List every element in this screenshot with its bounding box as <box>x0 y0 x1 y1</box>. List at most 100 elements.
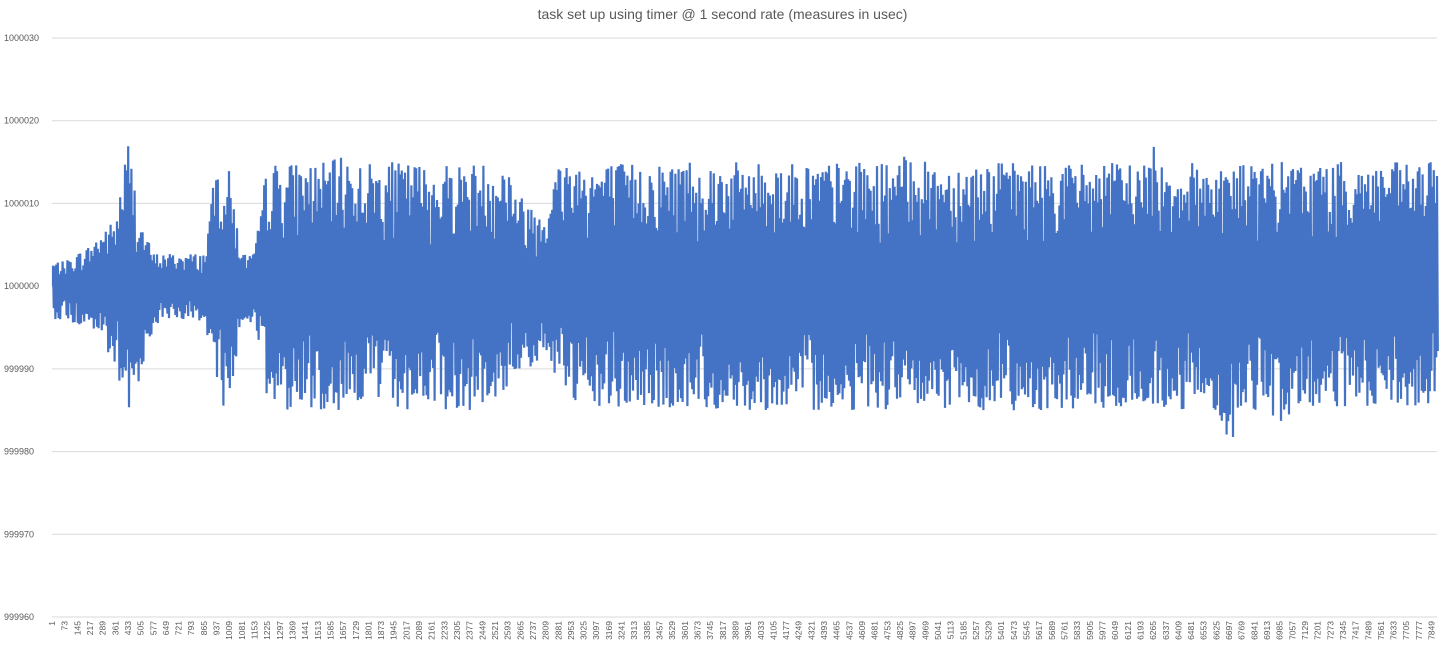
x-tick-label: 73 <box>60 621 70 631</box>
x-tick-label: 865 <box>199 621 209 635</box>
x-tick-label: 4681 <box>870 621 880 640</box>
x-tick-label: 1369 <box>287 621 297 640</box>
x-tick-label: 7057 <box>1287 621 1297 640</box>
x-tick-label: 1441 <box>300 621 310 640</box>
x-tick-label: 6337 <box>1161 621 1171 640</box>
x-tick-label: 4609 <box>857 621 867 640</box>
x-tick-label: 3313 <box>629 621 639 640</box>
x-tick-label: 7129 <box>1300 621 1310 640</box>
x-tick-label: 5113 <box>946 621 956 640</box>
series-layer <box>51 146 1439 438</box>
x-tick-label: 4249 <box>794 621 804 640</box>
x-tick-label: 1585 <box>325 621 335 640</box>
x-tick-label: 721 <box>174 621 184 635</box>
x-tick-label: 1153 <box>250 621 260 640</box>
x-tick-label: 6985 <box>1275 621 1285 640</box>
x-tick-label: 5833 <box>1072 621 1082 640</box>
x-tick-label: 7273 <box>1325 621 1335 640</box>
x-tick-label: 3817 <box>718 621 728 640</box>
x-tick-label: 6769 <box>1237 621 1247 640</box>
x-tick-label: 1 <box>47 621 57 626</box>
x-tick-label: 7489 <box>1363 621 1373 640</box>
x-tick-label: 1873 <box>376 621 386 640</box>
x-tick-label: 5545 <box>1022 621 1032 640</box>
x-tick-label: 2737 <box>528 621 538 640</box>
x-tick-label: 3097 <box>591 621 601 640</box>
x-tick-label: 3601 <box>680 621 690 640</box>
x-tick-label: 3745 <box>705 621 715 640</box>
x-tick-label: 5905 <box>1085 621 1095 640</box>
x-tick-label: 5689 <box>1047 621 1057 640</box>
y-tick-label: 999990 <box>4 364 34 374</box>
x-tick-label: 2809 <box>541 621 551 640</box>
x-tick-label: 5185 <box>958 621 968 640</box>
x-tick-label: 4177 <box>781 621 791 640</box>
x-tick-label: 7849 <box>1427 621 1437 640</box>
x-tick-label: 1657 <box>338 621 348 640</box>
y-tick-label: 999980 <box>4 447 34 457</box>
x-tick-label: 1225 <box>262 621 272 640</box>
x-tick-label: 1945 <box>389 621 399 640</box>
x-tick-label: 5329 <box>984 621 994 640</box>
x-tick-label: 6409 <box>1173 621 1183 640</box>
y-tick-label: 999970 <box>4 529 34 539</box>
x-tick-label: 7633 <box>1389 621 1399 640</box>
x-tick-label: 4897 <box>908 621 918 640</box>
x-tick-label: 3529 <box>667 621 677 640</box>
x-tick-label: 2593 <box>503 621 513 640</box>
x-tick-label: 361 <box>110 621 120 635</box>
x-tick-label: 793 <box>186 621 196 635</box>
x-tick-label: 2305 <box>452 621 462 640</box>
x-tick-label: 3673 <box>692 621 702 640</box>
x-tick-label: 7345 <box>1338 621 1348 640</box>
x-tick-label: 7561 <box>1376 621 1386 640</box>
x-tick-label: 5617 <box>1034 621 1044 640</box>
x-tick-label: 2665 <box>515 621 525 640</box>
x-tick-label: 5977 <box>1097 621 1107 640</box>
x-tick-label: 4393 <box>819 621 829 640</box>
x-tick-label: 145 <box>72 621 82 635</box>
x-tick-label: 6481 <box>1186 621 1196 640</box>
x-tick-label: 433 <box>123 621 133 635</box>
x-tick-label: 4465 <box>832 621 842 640</box>
x-tick-label: 6121 <box>1123 621 1133 640</box>
x-tick-label: 1081 <box>237 621 247 640</box>
x-tick-label: 3457 <box>655 621 665 640</box>
x-tick-label: 4753 <box>882 621 892 640</box>
x-tick-label: 1297 <box>275 621 285 640</box>
x-tick-label: 3169 <box>604 621 614 640</box>
y-tick-label: 1000010 <box>4 198 39 208</box>
x-tick-label: 7705 <box>1401 621 1411 640</box>
x-tick-label: 6265 <box>1148 621 1158 640</box>
x-tick-label: 6697 <box>1224 621 1234 640</box>
x-tick-label: 5761 <box>1060 621 1070 640</box>
x-tick-label: 2089 <box>414 621 424 640</box>
x-tick-label: 7201 <box>1313 621 1323 640</box>
x-tick-label: 7417 <box>1351 621 1361 640</box>
x-tick-label: 2377 <box>465 621 475 640</box>
x-tick-label: 6625 <box>1211 621 1221 640</box>
x-tick-label: 5041 <box>933 621 943 640</box>
x-tick-label: 1513 <box>313 621 323 640</box>
x-tick-label: 2521 <box>490 621 500 640</box>
x-tick-label: 5257 <box>971 621 981 640</box>
x-tick-label: 3961 <box>743 621 753 640</box>
x-tick-label: 1801 <box>363 621 373 640</box>
x-tick-label: 5473 <box>1009 621 1019 640</box>
x-tick-label: 217 <box>85 621 95 635</box>
x-tick-label: 6193 <box>1135 621 1145 640</box>
y-axis-ticks: 999960 999970 999980 999990 1000000 1000010 10… <box>4 33 39 622</box>
x-tick-label: 5401 <box>996 621 1006 640</box>
y-tick-label: 1000000 <box>4 281 39 291</box>
x-tick-label: 6553 <box>1199 621 1209 640</box>
x-tick-label: 7777 <box>1414 621 1424 640</box>
x-tick-label: 289 <box>98 621 108 635</box>
x-tick-label: 4105 <box>768 621 778 640</box>
x-tick-label: 505 <box>136 621 146 635</box>
y-tick-label: 1000030 <box>4 33 39 43</box>
x-tick-label: 649 <box>161 621 171 635</box>
x-tick-label: 2881 <box>553 621 563 640</box>
x-tick-label: 4969 <box>920 621 930 640</box>
